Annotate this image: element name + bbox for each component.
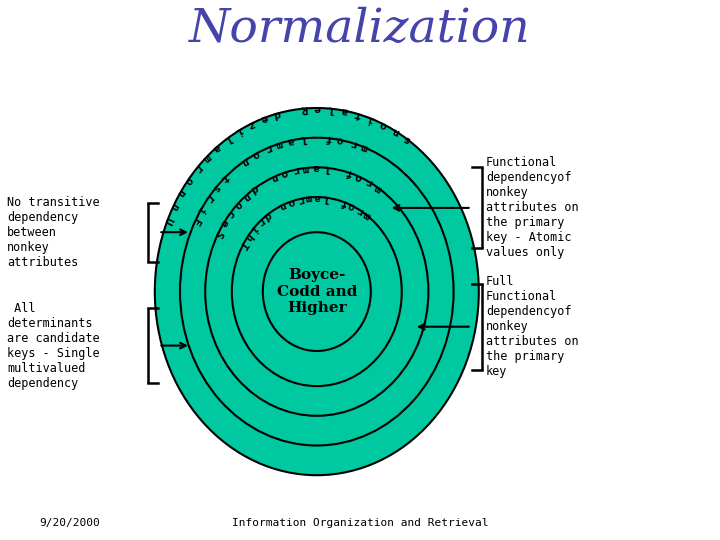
Text: r: r [348, 137, 356, 148]
Text: All
determinants
are candidate
keys - Single
multivalued
dependency: All determinants are candidate keys - Si… [7, 302, 100, 389]
Ellipse shape [180, 138, 454, 445]
Text: r: r [290, 165, 299, 176]
Text: i: i [234, 124, 244, 137]
Text: o: o [251, 148, 261, 160]
Text: m: m [361, 209, 372, 221]
Text: 9/20/2000: 9/20/2000 [40, 518, 100, 528]
Text: m: m [304, 192, 312, 203]
Text: a: a [211, 141, 222, 153]
Text: l: l [322, 192, 330, 203]
Text: Information Organization and Retrieval: Information Organization and Retrieval [232, 518, 488, 528]
Text: l: l [300, 133, 307, 144]
Text: o: o [279, 167, 288, 179]
Text: c: c [225, 207, 236, 219]
Text: s: s [210, 181, 222, 193]
Text: d: d [261, 209, 272, 221]
Text: t: t [354, 109, 362, 119]
Ellipse shape [232, 197, 402, 386]
Text: i: i [195, 204, 207, 215]
Text: l: l [222, 132, 233, 144]
Text: m: m [359, 141, 369, 153]
Text: Functional
dependencyof
nonkey
attributes on
the primary
key - Atomic
values onl: Functional dependencyof nonkey attribute… [486, 157, 579, 259]
Text: Boyce-
Codd and
Higher: Boyce- Codd and Higher [276, 268, 357, 315]
Text: n: n [240, 155, 250, 167]
Text: z: z [246, 118, 256, 130]
Text: t: t [219, 172, 230, 184]
Text: d: d [249, 183, 260, 194]
Text: U: U [162, 214, 174, 225]
Text: a: a [341, 105, 348, 116]
Text: Normalization: Normalization [189, 7, 531, 52]
Text: n: n [390, 125, 400, 137]
Text: Full
Functional
dependencyof
nonkey
attributes on
the primary
key: Full Functional dependencyof nonkey attr… [486, 275, 579, 378]
Text: S: S [212, 228, 225, 239]
Text: r: r [254, 215, 266, 227]
Text: r: r [354, 204, 364, 215]
Text: n: n [269, 171, 279, 183]
Text: m: m [274, 138, 283, 150]
Text: l: l [327, 104, 335, 114]
Text: i: i [366, 113, 375, 124]
Text: o: o [232, 198, 243, 210]
Text: o: o [354, 171, 364, 183]
Text: n: n [168, 200, 179, 212]
Text: r: r [191, 163, 202, 174]
Text: a: a [287, 135, 294, 146]
Text: R: R [300, 103, 307, 114]
Ellipse shape [205, 167, 428, 416]
Text: o: o [378, 118, 388, 130]
Text: i: i [248, 222, 259, 234]
Text: m: m [372, 181, 383, 194]
Text: r: r [262, 143, 271, 154]
Text: o: o [182, 174, 194, 186]
Text: r: r [202, 192, 214, 204]
Text: e: e [259, 112, 269, 124]
Text: m: m [201, 151, 212, 163]
Text: d: d [273, 108, 282, 119]
Text: n: n [240, 190, 251, 202]
Text: l: l [323, 163, 330, 173]
Text: f: f [344, 167, 353, 178]
Text: e: e [314, 103, 320, 113]
Text: n: n [277, 199, 287, 211]
Text: No transitive
dependency
between
nonkey
attributes: No transitive dependency between nonkey … [7, 195, 100, 269]
Text: o: o [286, 196, 295, 207]
Text: f: f [324, 133, 331, 144]
Text: n: n [174, 187, 186, 198]
Text: h: h [242, 230, 254, 242]
Text: F: F [189, 216, 201, 227]
Text: o: o [336, 134, 344, 145]
Text: r: r [364, 176, 374, 187]
Text: a: a [312, 163, 320, 172]
Text: s: s [402, 133, 413, 145]
Text: T: T [237, 239, 249, 250]
Text: f: f [338, 196, 348, 207]
Text: e: e [218, 217, 230, 228]
Text: a: a [313, 192, 320, 202]
Text: r: r [295, 194, 303, 205]
Ellipse shape [155, 108, 479, 475]
Text: m: m [302, 163, 309, 173]
Text: o: o [346, 199, 356, 211]
Ellipse shape [263, 232, 371, 351]
